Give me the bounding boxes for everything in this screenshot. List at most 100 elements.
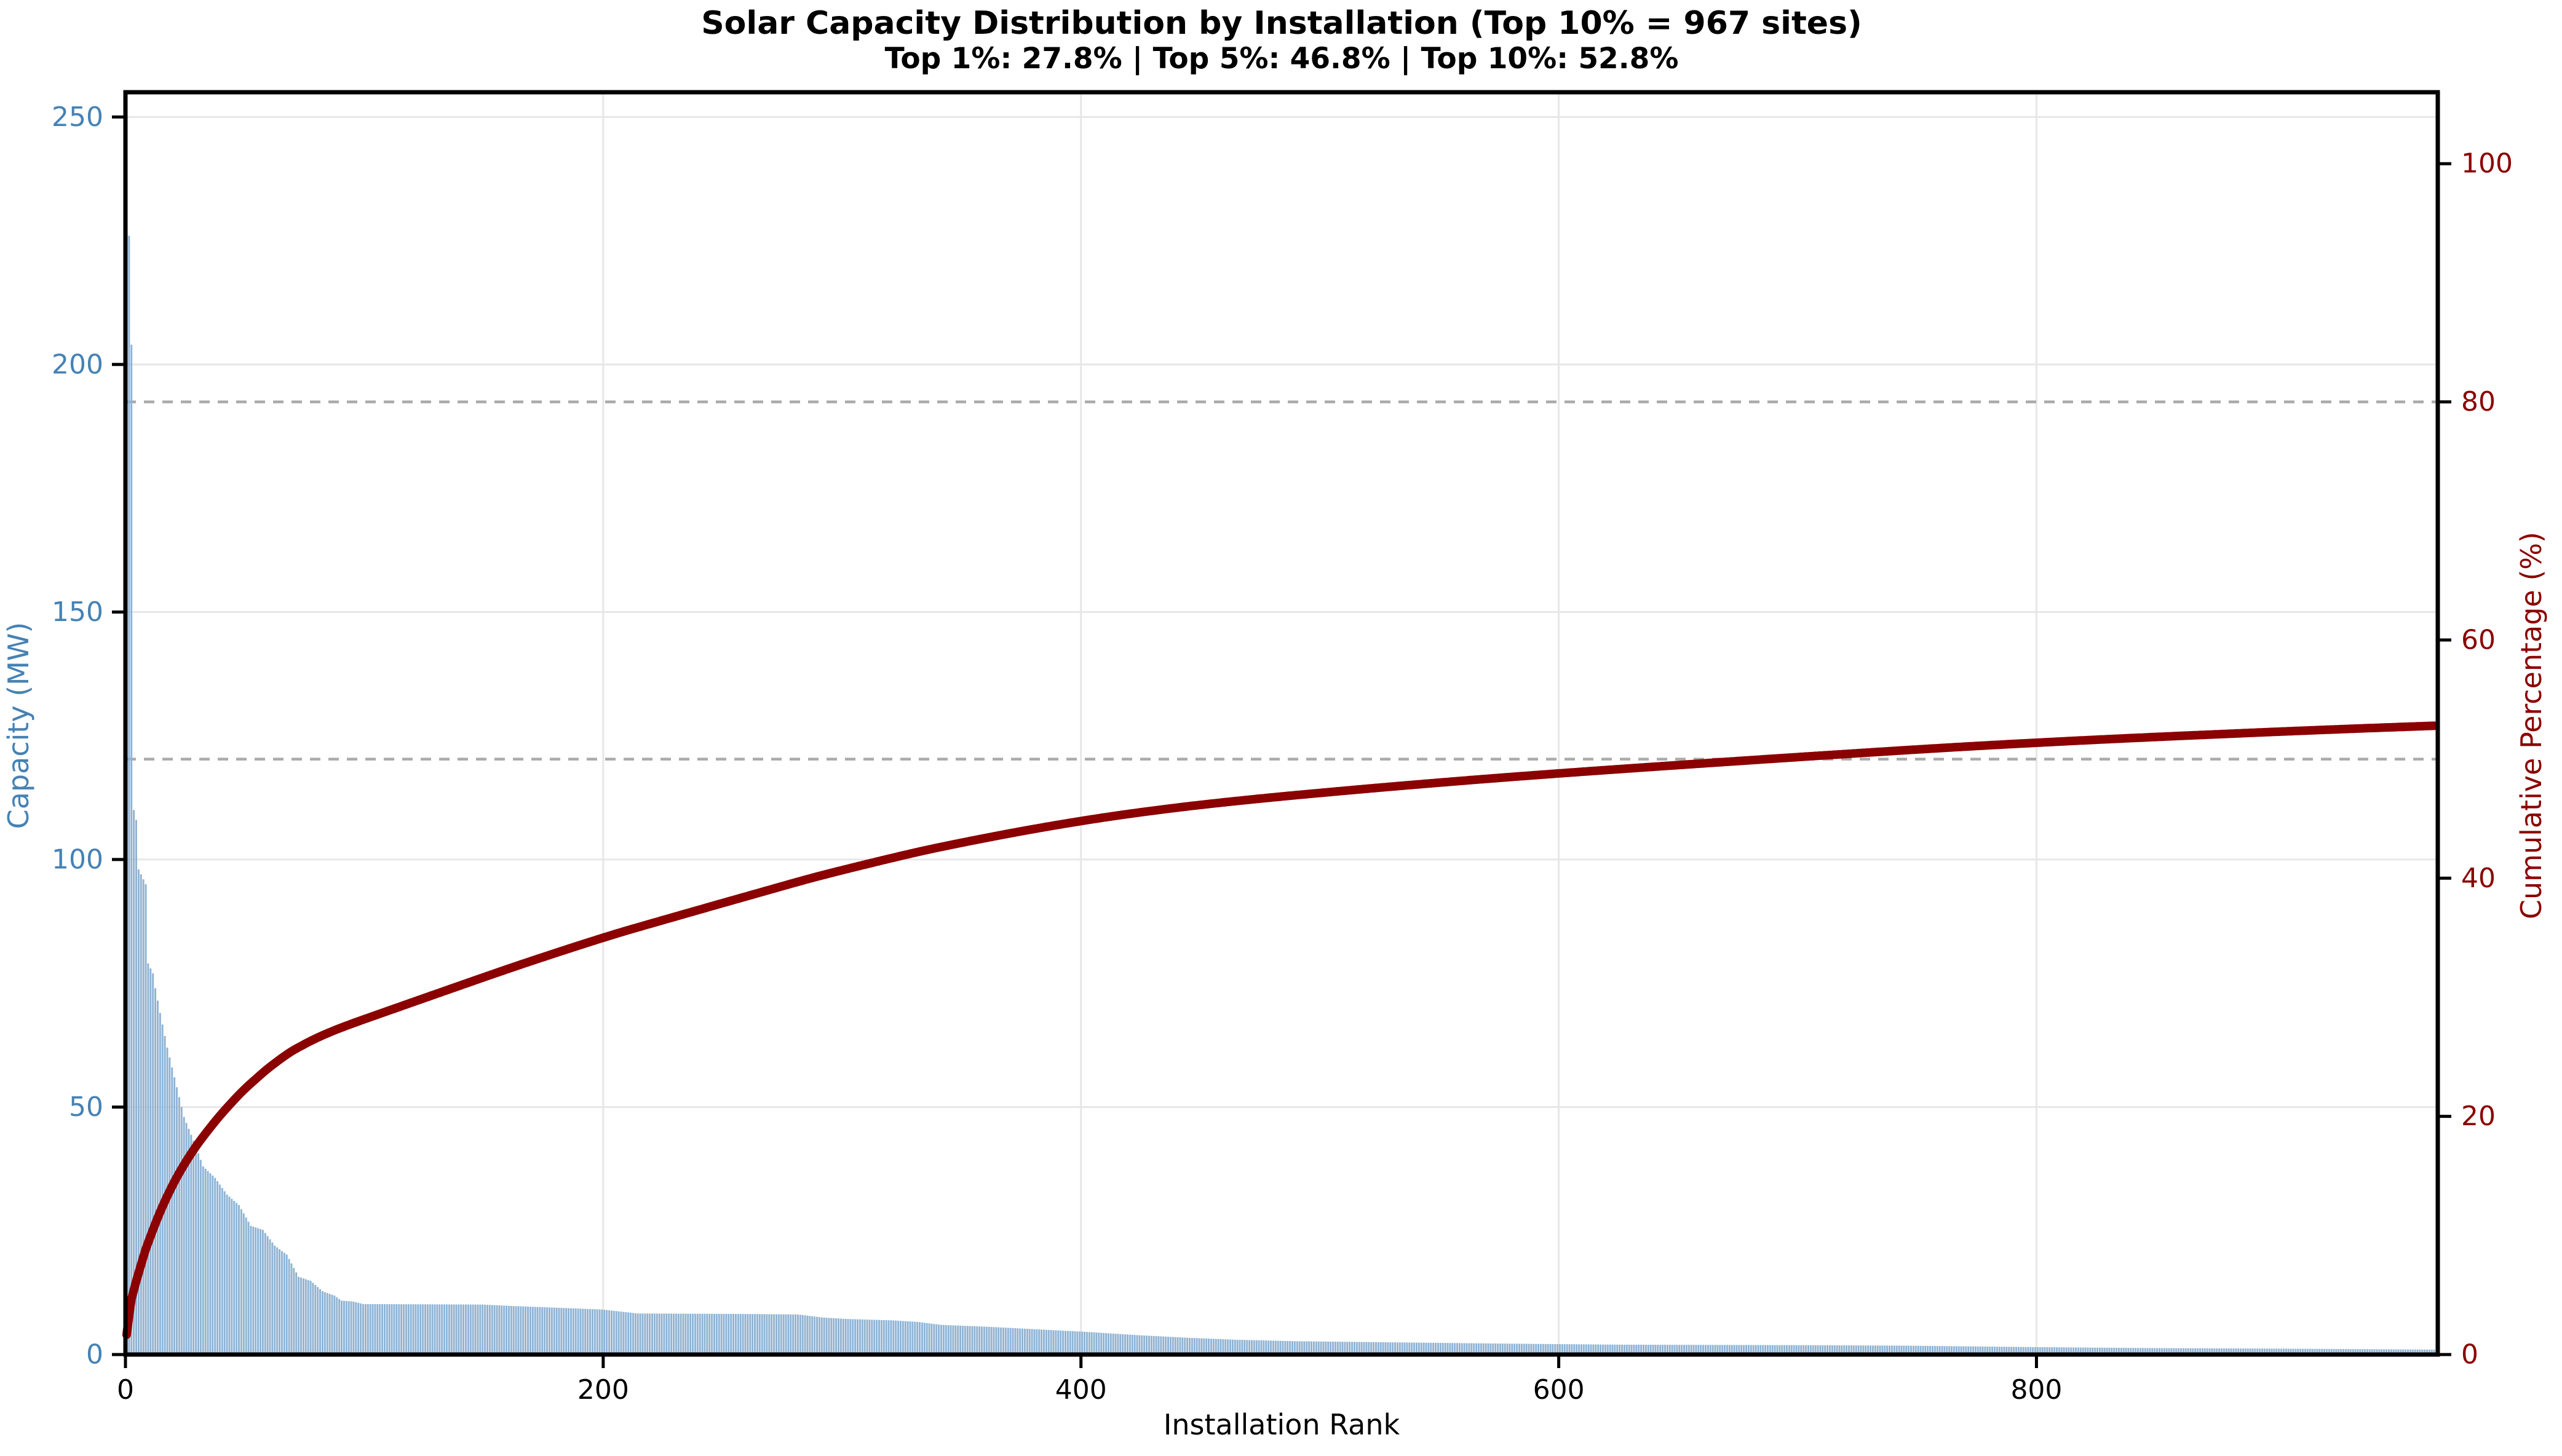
- capacity-bar: [2189, 1348, 2192, 1355]
- capacity-bar: [2244, 1348, 2247, 1355]
- capacity-bar: [1597, 1344, 1600, 1355]
- capacity-bar: [1731, 1345, 1733, 1355]
- capacity-bar: [790, 1314, 792, 1355]
- capacity-bar: [1312, 1341, 1315, 1355]
- capacity-bar: [1117, 1334, 1119, 1355]
- capacity-bar: [1747, 1345, 1750, 1355]
- capacity-bar: [641, 1313, 644, 1355]
- capacity-bar: [2005, 1347, 2008, 1355]
- capacity-bar: [2386, 1349, 2387, 1355]
- capacity-bar: [1614, 1344, 1616, 1355]
- capacity-bar: [1592, 1344, 1595, 1355]
- capacity-bar: [658, 1313, 660, 1355]
- capacity-bar: [1501, 1343, 1504, 1355]
- capacity-bar: [2025, 1347, 2027, 1355]
- capacity-bar: [1506, 1343, 1509, 1355]
- capacity-bar: [961, 1326, 964, 1355]
- capacity-bar: [1263, 1340, 1265, 1355]
- capacity-bar: [1571, 1344, 1573, 1355]
- capacity-bar: [672, 1313, 675, 1355]
- capacity-bar: [1800, 1345, 1803, 1355]
- capacity-bar: [1932, 1346, 1933, 1355]
- capacity-bar: [1339, 1342, 1341, 1355]
- capacity-bar: [1193, 1338, 1196, 1355]
- capacity-bar: [2010, 1347, 2013, 1355]
- capacity-bar: [207, 1171, 209, 1355]
- capacity-bar: [1088, 1332, 1090, 1355]
- capacity-bar: [1724, 1345, 1726, 1355]
- capacity-bar: [2089, 1347, 2092, 1355]
- capacity-bar: [279, 1249, 281, 1355]
- capacity-bar: [515, 1306, 517, 1355]
- capacity-bar: [1905, 1345, 1908, 1355]
- capacity-bar: [1418, 1342, 1420, 1355]
- capacity-bar: [839, 1318, 842, 1355]
- capacity-bar: [1172, 1337, 1174, 1355]
- capacity-bar: [255, 1227, 257, 1355]
- capacity-bar: [1499, 1343, 1501, 1355]
- capacity-bar: [388, 1304, 391, 1355]
- capacity-bar: [381, 1304, 384, 1355]
- capacity-bar: [1616, 1344, 1619, 1355]
- capacity-bar: [1212, 1339, 1215, 1355]
- capacity-bar: [1081, 1331, 1084, 1355]
- capacity-bar: [859, 1319, 861, 1355]
- capacity-bar: [795, 1314, 797, 1355]
- capacity-bar: [2015, 1347, 2017, 1355]
- capacity-bar: [1850, 1345, 1852, 1355]
- capacity-bar: [493, 1305, 496, 1355]
- capacity-bar: [1074, 1331, 1076, 1355]
- capacity-bar: [180, 1107, 183, 1355]
- capacity-bar: [2325, 1348, 2328, 1355]
- capacity-bar: [747, 1314, 749, 1355]
- capacity-bar: [400, 1304, 403, 1355]
- capacity-bar: [560, 1308, 563, 1355]
- capacity-bar: [2294, 1348, 2297, 1355]
- capacity-bar: [1224, 1339, 1227, 1355]
- capacity-bar: [1336, 1342, 1339, 1355]
- capacity-bar: [2197, 1348, 2199, 1355]
- capacity-bar: [2065, 1347, 2068, 1355]
- capacity-bar: [405, 1304, 407, 1355]
- capacity-bar: [531, 1307, 534, 1355]
- capacity-bar: [890, 1320, 892, 1355]
- capacity-bar: [1580, 1344, 1582, 1355]
- capacity-bar: [1841, 1345, 1843, 1355]
- capacity-bar: [959, 1325, 962, 1355]
- capacity-bar: [283, 1252, 285, 1355]
- capacity-bar: [1836, 1345, 1838, 1355]
- capacity-bar: [1057, 1330, 1060, 1355]
- capacity-bar: [1389, 1342, 1392, 1355]
- capacity-bar: [816, 1316, 818, 1355]
- capacity-bar: [1456, 1343, 1458, 1355]
- capacity-bar: [2297, 1348, 2299, 1355]
- capacity-bar: [474, 1304, 477, 1355]
- capacity-bar: [159, 1013, 161, 1355]
- capacity-bar: [2096, 1347, 2098, 1355]
- capacity-bar: [1279, 1340, 1282, 1355]
- capacity-bar: [1354, 1342, 1355, 1355]
- capacity-bar: [546, 1307, 549, 1355]
- capacity-bar: [510, 1305, 512, 1355]
- capacity-bar: [916, 1321, 919, 1355]
- capacity-bar: [398, 1304, 400, 1355]
- capacity-bar: [2216, 1348, 2218, 1355]
- capacity-bar: [2256, 1348, 2259, 1355]
- capacity-bar: [613, 1310, 615, 1355]
- plot-border: [123, 90, 2440, 1357]
- capacity-bar: [1442, 1343, 1444, 1355]
- capacity-bar: [1293, 1341, 1296, 1355]
- capacity-bar: [431, 1304, 434, 1355]
- capacity-bar: [1807, 1345, 1809, 1355]
- capacity-bar: [1750, 1345, 1752, 1355]
- capacity-bar: [868, 1320, 871, 1355]
- capacity-bar: [725, 1313, 728, 1355]
- capacity-bar: [933, 1324, 935, 1355]
- capacity-bar: [1563, 1344, 1566, 1355]
- capacity-bar: [529, 1307, 531, 1355]
- capacity-bar: [1793, 1345, 1795, 1355]
- capacity-bar: [971, 1326, 974, 1355]
- capacity-bar: [1867, 1345, 1870, 1355]
- capacity-bar: [503, 1305, 506, 1355]
- capacity-bar: [940, 1324, 942, 1355]
